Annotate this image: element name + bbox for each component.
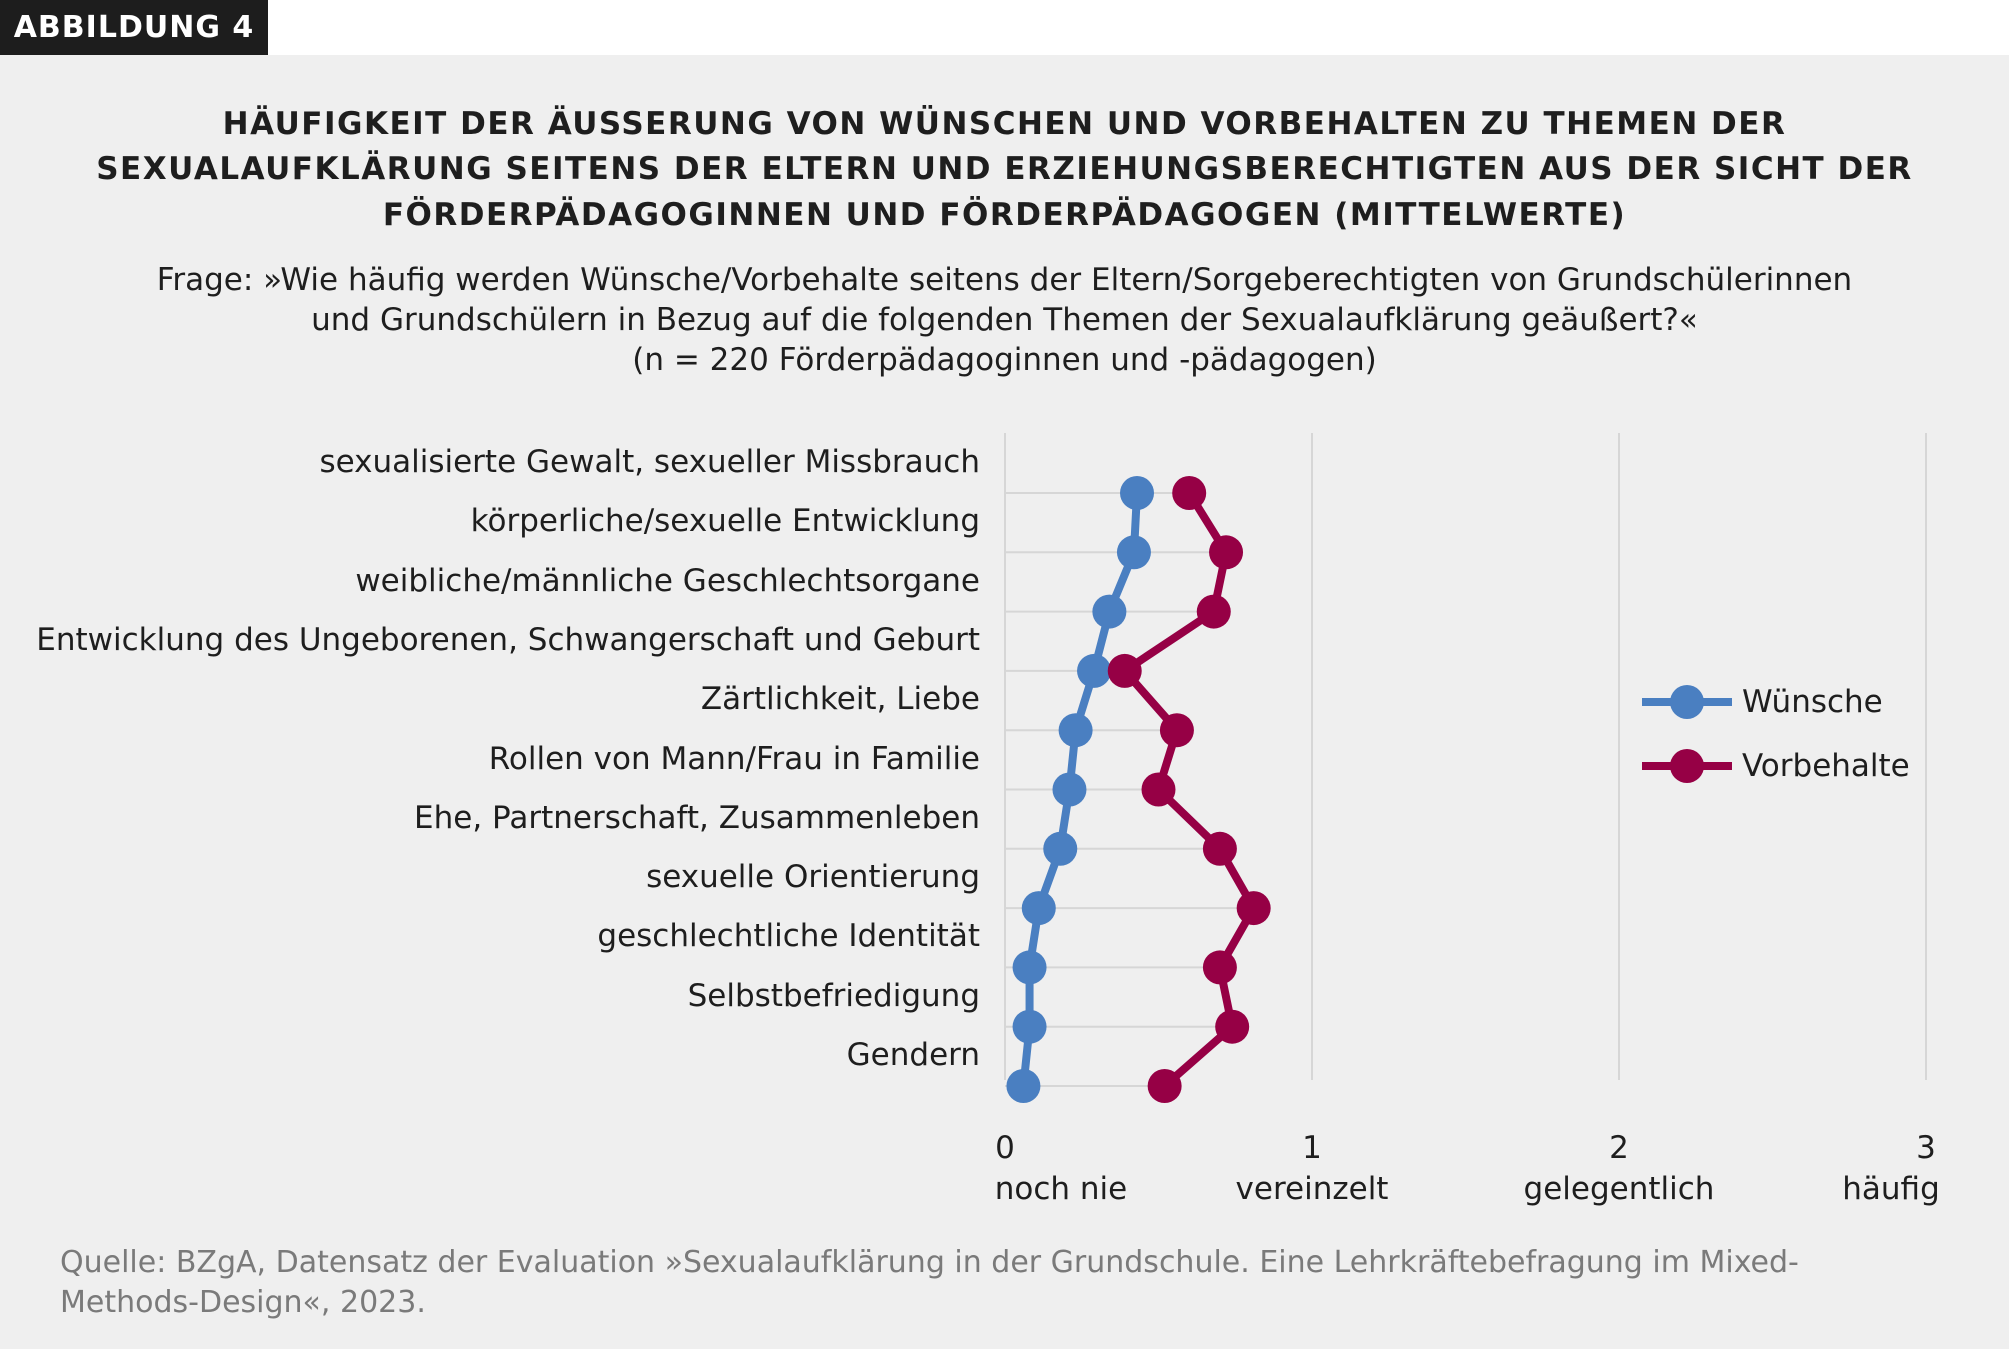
data-point-wuensche — [1012, 950, 1047, 985]
data-point-wuensche — [1116, 535, 1151, 570]
category-label: Gendern — [846, 1037, 980, 1073]
category-label: geschlechtliche Identität — [597, 918, 980, 955]
data-point-vorbehalte — [1202, 831, 1237, 866]
data-point-wuensche — [1092, 594, 1127, 629]
tick-label: gelegentlich — [1523, 1171, 1715, 1207]
data-point-wuensche — [1021, 891, 1056, 926]
data-point-vorbehalte — [1196, 594, 1231, 629]
data-point-vorbehalte — [1172, 476, 1207, 510]
tick-number: 3 — [1916, 1130, 1936, 1166]
source-line-1: Quelle: BZgA, Datensatz der Evaluation »… — [60, 1245, 1799, 1280]
data-point-vorbehalte — [1236, 891, 1271, 926]
legend-label-wuensche: Wünsche — [1742, 684, 1883, 720]
tick-number: 1 — [1302, 1130, 1322, 1166]
category-label: Ehe, Partnerschaft, Zusammenleben — [414, 799, 980, 836]
tick-number: 0 — [995, 1130, 1015, 1166]
category-label: weibliche/männliche Geschlechtsorgane — [355, 562, 980, 599]
top-band — [0, 0, 2009, 55]
data-point-wuensche — [1012, 1009, 1047, 1044]
question-line-3: (n = 220 Förderpädagoginnen und -pädagog… — [632, 342, 1377, 378]
category-label: Selbstbefriedigung — [687, 977, 980, 1014]
tick-label: noch nie — [994, 1171, 1128, 1207]
title-line-3: FÖRDERPÄDAGOGINNEN UND FÖRDERPÄDAGOGEN (… — [382, 197, 1627, 233]
legend-marker — [1670, 749, 1704, 783]
category-label: sexuelle Orientierung — [646, 859, 980, 896]
data-point-wuensche — [1077, 653, 1112, 688]
title-line-1: HÄUFIGKEIT DER ÄUSSERUNG VON WÜNSCHEN UN… — [222, 106, 1787, 142]
data-point-wuensche — [1006, 1069, 1041, 1103]
data-point-wuensche — [1052, 772, 1087, 807]
category-label: sexualisierte Gewalt, sexueller Missbrau… — [319, 444, 980, 480]
category-label: Zärtlichkeit, Liebe — [700, 681, 980, 718]
data-point-vorbehalte — [1141, 772, 1176, 807]
data-point-vorbehalte — [1202, 950, 1237, 985]
category-label: Rollen von Mann/Frau in Familie — [488, 740, 980, 777]
source-line-2: Methods-Design«, 2023. — [60, 1285, 426, 1320]
data-point-wuensche — [1043, 831, 1078, 866]
tick-label: vereinzelt — [1235, 1171, 1389, 1207]
figure-tag: ABBILDUNG 4 — [0, 0, 268, 55]
legend-marker — [1670, 685, 1704, 719]
title-line-2: SEXUALAUFKLÄRUNG SEITENS DER ELTERN UND … — [96, 151, 1913, 187]
category-label: Entwicklung des Ungeborenen, Schwangersc… — [36, 621, 980, 658]
data-point-wuensche — [1058, 713, 1093, 748]
question-line-2: und Grundschülern in Bezug auf die folge… — [311, 302, 1698, 338]
data-point-wuensche — [1120, 476, 1155, 510]
question-line-1: Frage: »Wie häufig werden Wünsche/Vorbeh… — [156, 262, 1853, 298]
tick-number: 2 — [1609, 1130, 1629, 1166]
tick-label: häufig — [1842, 1171, 1940, 1207]
data-point-vorbehalte — [1107, 653, 1142, 688]
data-point-vorbehalte — [1147, 1069, 1182, 1103]
category-label: körperliche/sexuelle Entwicklung — [470, 503, 980, 540]
legend-label-vorbehalte: Vorbehalte — [1742, 748, 1910, 784]
data-point-vorbehalte — [1209, 535, 1244, 570]
data-point-vorbehalte — [1159, 713, 1194, 748]
data-point-vorbehalte — [1215, 1009, 1250, 1044]
